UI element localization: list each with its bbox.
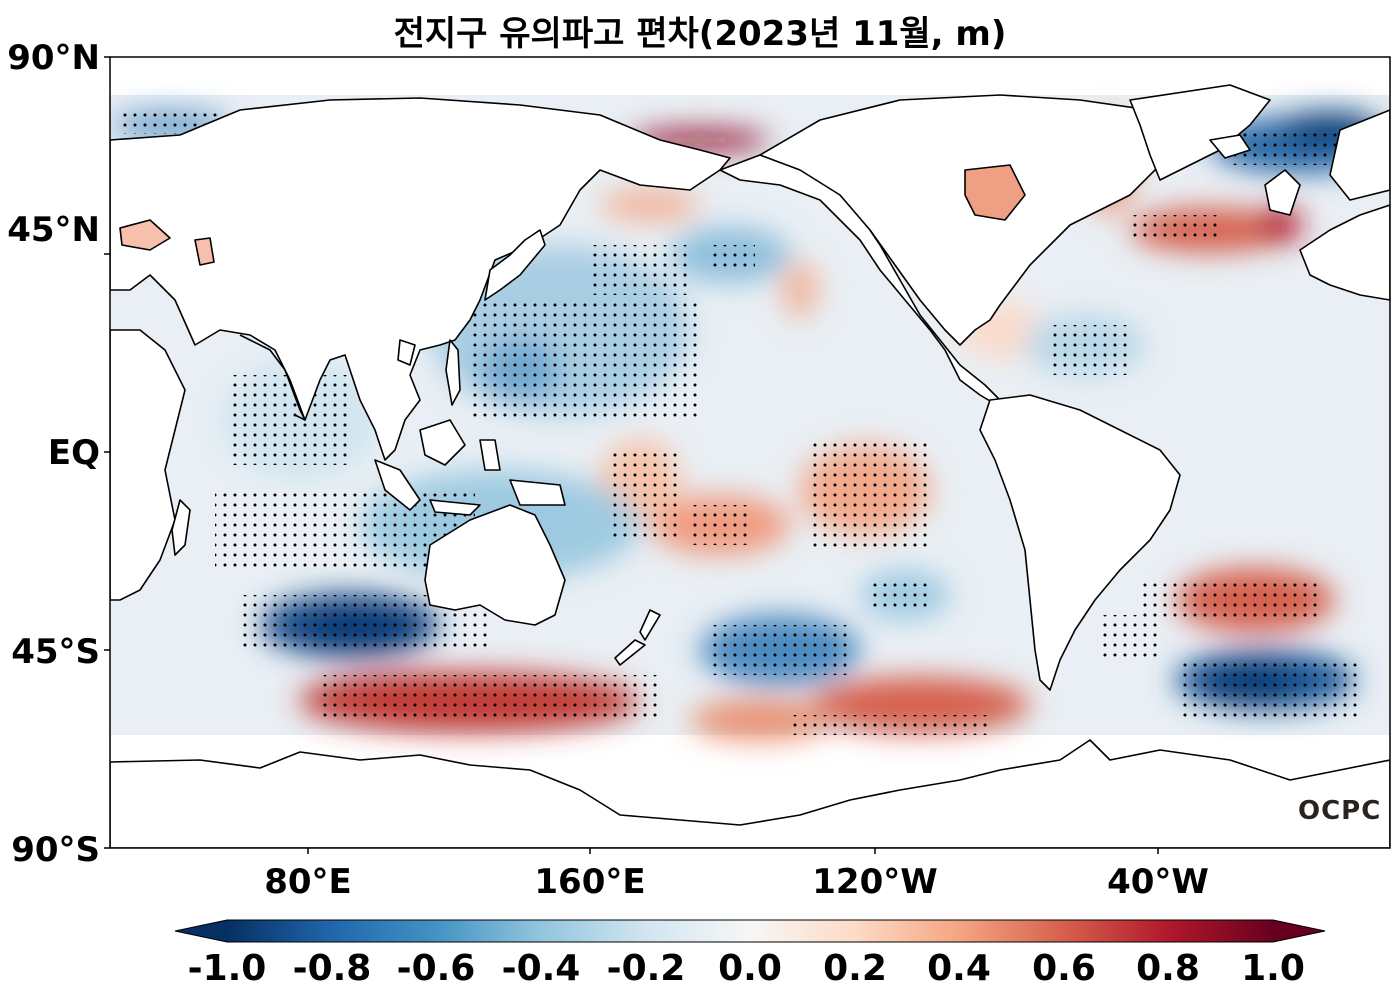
black-sea: [119, 219, 171, 251]
colorbar-tick-label: 0.0: [718, 948, 782, 989]
taiwan-land: [397, 339, 416, 366]
south-america-land: [979, 394, 1181, 691]
ocpc-logo: OCPC: [1298, 796, 1382, 826]
iceland-land: [1209, 134, 1251, 159]
y-ticks: [104, 56, 110, 849]
x-ticks: [307, 848, 1159, 854]
british-isles-land: [1264, 169, 1301, 216]
x-label-40w: 40°W: [1107, 862, 1209, 902]
hudson-bay: [964, 164, 1026, 221]
sumatra-land: [374, 459, 421, 511]
north-america-land: [759, 94, 1181, 346]
map-title: 전지구 유의파고 편차(2023년 11월, m): [393, 14, 1007, 54]
colorbar-body: [227, 920, 1273, 942]
colorbar-tick-label: 0.8: [1136, 948, 1200, 989]
colorbar-tick-label: 0.2: [823, 948, 887, 989]
y-label-90s: 90°S: [11, 830, 100, 870]
philippines-land: [445, 339, 461, 406]
australia-land: [424, 504, 566, 626]
europe-land: [1299, 204, 1390, 301]
japan-land: [484, 229, 546, 301]
colorbar-tick-label: 1.0: [1241, 948, 1305, 989]
java-land: [429, 499, 481, 516]
colorbar-tick-label: -0.8: [292, 948, 372, 989]
x-label-160e: 160°E: [534, 862, 646, 902]
y-label-45s: 45°S: [11, 632, 100, 672]
sulawesi-land: [479, 439, 501, 471]
colorbar-extend-low: [175, 920, 227, 942]
colorbar-extend-high: [1273, 920, 1325, 942]
caspian-sea: [194, 237, 215, 266]
antarctica-land: [110, 739, 1390, 848]
greenland-land: [1129, 84, 1271, 181]
scandinavia-land: [1329, 109, 1390, 201]
madagascar-land: [171, 499, 191, 556]
colorbar-tick-label: -0.4: [501, 948, 581, 989]
x-label-120w: 120°W: [812, 862, 938, 902]
colorbar-tick-label: -0.6: [396, 948, 476, 989]
new-zealand-north: [639, 609, 661, 641]
africa-land: [110, 329, 186, 601]
colorbar: [174, 919, 1326, 943]
landmasses: [110, 84, 1390, 848]
eurasia-land: [110, 97, 731, 461]
new-zealand-south: [614, 639, 646, 666]
colorbar-tick-label: -1.0: [187, 948, 267, 989]
colorbar-tick-label: 0.6: [1032, 948, 1096, 989]
y-label-eq: EQ: [47, 433, 100, 473]
y-label-90n: 90°N: [7, 38, 100, 78]
new-guinea-land: [509, 479, 566, 506]
colorbar-tick-label: 0.4: [927, 948, 991, 989]
colorbar-tick-label: -0.2: [606, 948, 686, 989]
borneo-land: [419, 419, 466, 466]
india-coast: [239, 334, 306, 421]
x-label-80e: 80°E: [264, 862, 352, 902]
y-label-45n: 45°N: [7, 210, 100, 250]
